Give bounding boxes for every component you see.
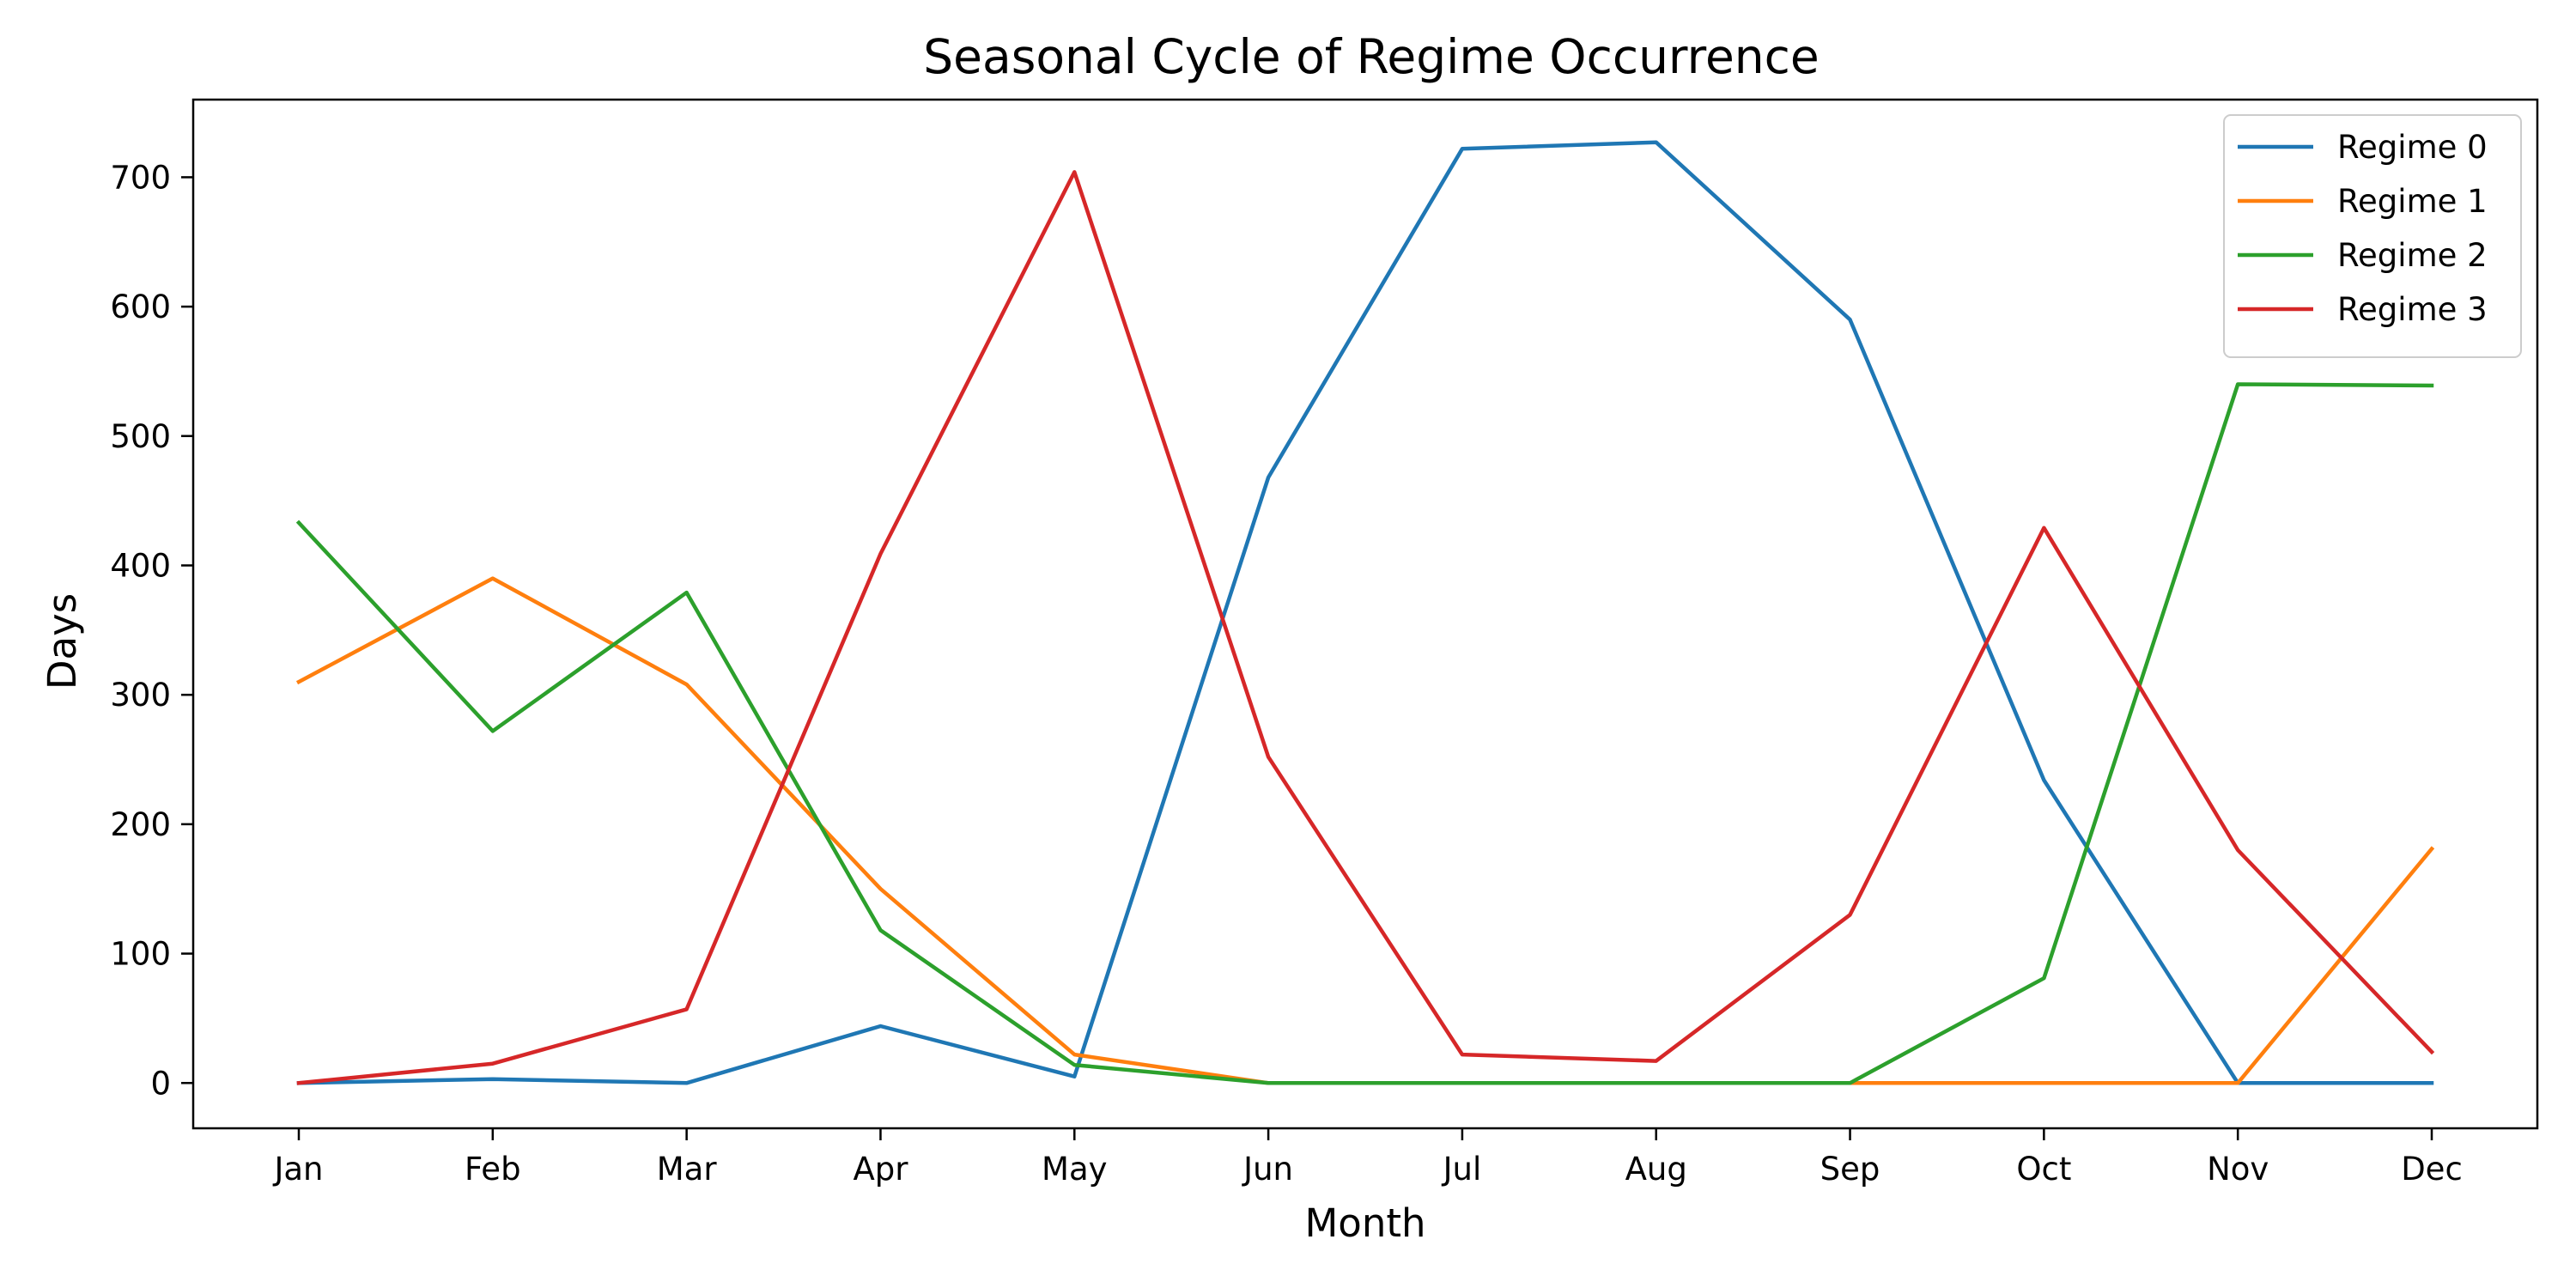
y-tick-label: 600	[110, 289, 171, 325]
legend: Regime 0 Regime 1 Regime 2 Regime 3	[2223, 114, 2522, 358]
y-tick-label: 300	[110, 677, 171, 714]
series-line-regime-1	[295, 576, 2435, 1085]
x-axis-title: Month	[1304, 1200, 1425, 1246]
x-tick-label: Sep	[1820, 1151, 1880, 1188]
x-tick-label: Oct	[2016, 1151, 2071, 1188]
x-tick-label: Jun	[1242, 1151, 1293, 1188]
chart-title: Seasonal Cycle of Regime Occurrence	[923, 29, 1820, 84]
x-tick-label: Aug	[1625, 1151, 1687, 1188]
x-tick-label: Jul	[1442, 1151, 1482, 1188]
x-tick-label: Mar	[657, 1151, 718, 1188]
x-tick-label: May	[1042, 1151, 1108, 1188]
plot-frame	[191, 98, 2539, 1130]
y-tick-label: 500	[110, 418, 171, 455]
legend-label: Regime 0	[2337, 129, 2488, 166]
x-axis: Jan Feb Mar Apr May Jun Jul Aug Sep Oct Nov Dec	[272, 1128, 2463, 1188]
series-line-regime-3	[296, 170, 2435, 1085]
legend-label: Regime 1	[2337, 183, 2488, 220]
x-tick-label: Jan	[272, 1151, 323, 1188]
y-axis: 0 100 200 300 400 500 600 700	[110, 159, 193, 1102]
y-tick-label: 100	[110, 936, 171, 973]
x-tick-label: Feb	[465, 1151, 521, 1188]
y-tick-label: 200	[110, 806, 171, 843]
series-line-regime-0	[296, 140, 2434, 1085]
x-tick-label: Apr	[853, 1151, 908, 1188]
legend-label: Regime 2	[2337, 237, 2488, 274]
y-tick-label: 700	[110, 159, 171, 196]
y-tick-label: 0	[150, 1065, 171, 1102]
legend-label: Regime 3	[2337, 291, 2488, 328]
series-line-regime-2	[295, 382, 2434, 1085]
legend-box	[2223, 114, 2522, 358]
y-tick-label: 400	[110, 547, 171, 584]
y-axis-title: Days	[39, 593, 85, 690]
x-tick-label: Nov	[2207, 1151, 2269, 1188]
x-tick-label: Dec	[2401, 1151, 2463, 1188]
plot-area	[295, 140, 2435, 1085]
